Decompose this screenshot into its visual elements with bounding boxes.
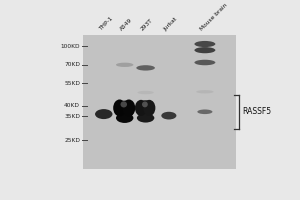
Ellipse shape <box>137 91 154 94</box>
Text: 35KD: 35KD <box>64 114 80 119</box>
Ellipse shape <box>136 100 155 116</box>
Text: RASSF5: RASSF5 <box>242 107 271 116</box>
Ellipse shape <box>142 101 148 107</box>
FancyBboxPatch shape <box>83 35 236 169</box>
Ellipse shape <box>95 109 112 119</box>
Ellipse shape <box>197 109 212 114</box>
Text: Jurkat: Jurkat <box>163 16 178 32</box>
Ellipse shape <box>194 41 215 47</box>
Ellipse shape <box>116 63 134 67</box>
Text: Mouse brain: Mouse brain <box>199 3 228 32</box>
Ellipse shape <box>143 100 155 116</box>
Ellipse shape <box>121 101 127 107</box>
Ellipse shape <box>135 100 147 116</box>
Ellipse shape <box>116 113 134 123</box>
Text: 55KD: 55KD <box>64 81 80 86</box>
Text: 40KD: 40KD <box>64 103 80 108</box>
Text: 293T: 293T <box>140 18 154 32</box>
Ellipse shape <box>136 65 155 71</box>
Text: A549: A549 <box>119 17 133 32</box>
Text: 100KD: 100KD <box>61 44 80 49</box>
Ellipse shape <box>194 60 215 65</box>
Text: 25KD: 25KD <box>64 138 80 143</box>
Ellipse shape <box>122 99 135 116</box>
Ellipse shape <box>194 47 215 53</box>
Ellipse shape <box>161 112 176 119</box>
Text: 70KD: 70KD <box>64 62 80 67</box>
Ellipse shape <box>137 113 154 123</box>
Ellipse shape <box>113 99 126 116</box>
Ellipse shape <box>196 90 214 93</box>
Text: THP-1: THP-1 <box>98 16 114 32</box>
Ellipse shape <box>115 101 135 118</box>
